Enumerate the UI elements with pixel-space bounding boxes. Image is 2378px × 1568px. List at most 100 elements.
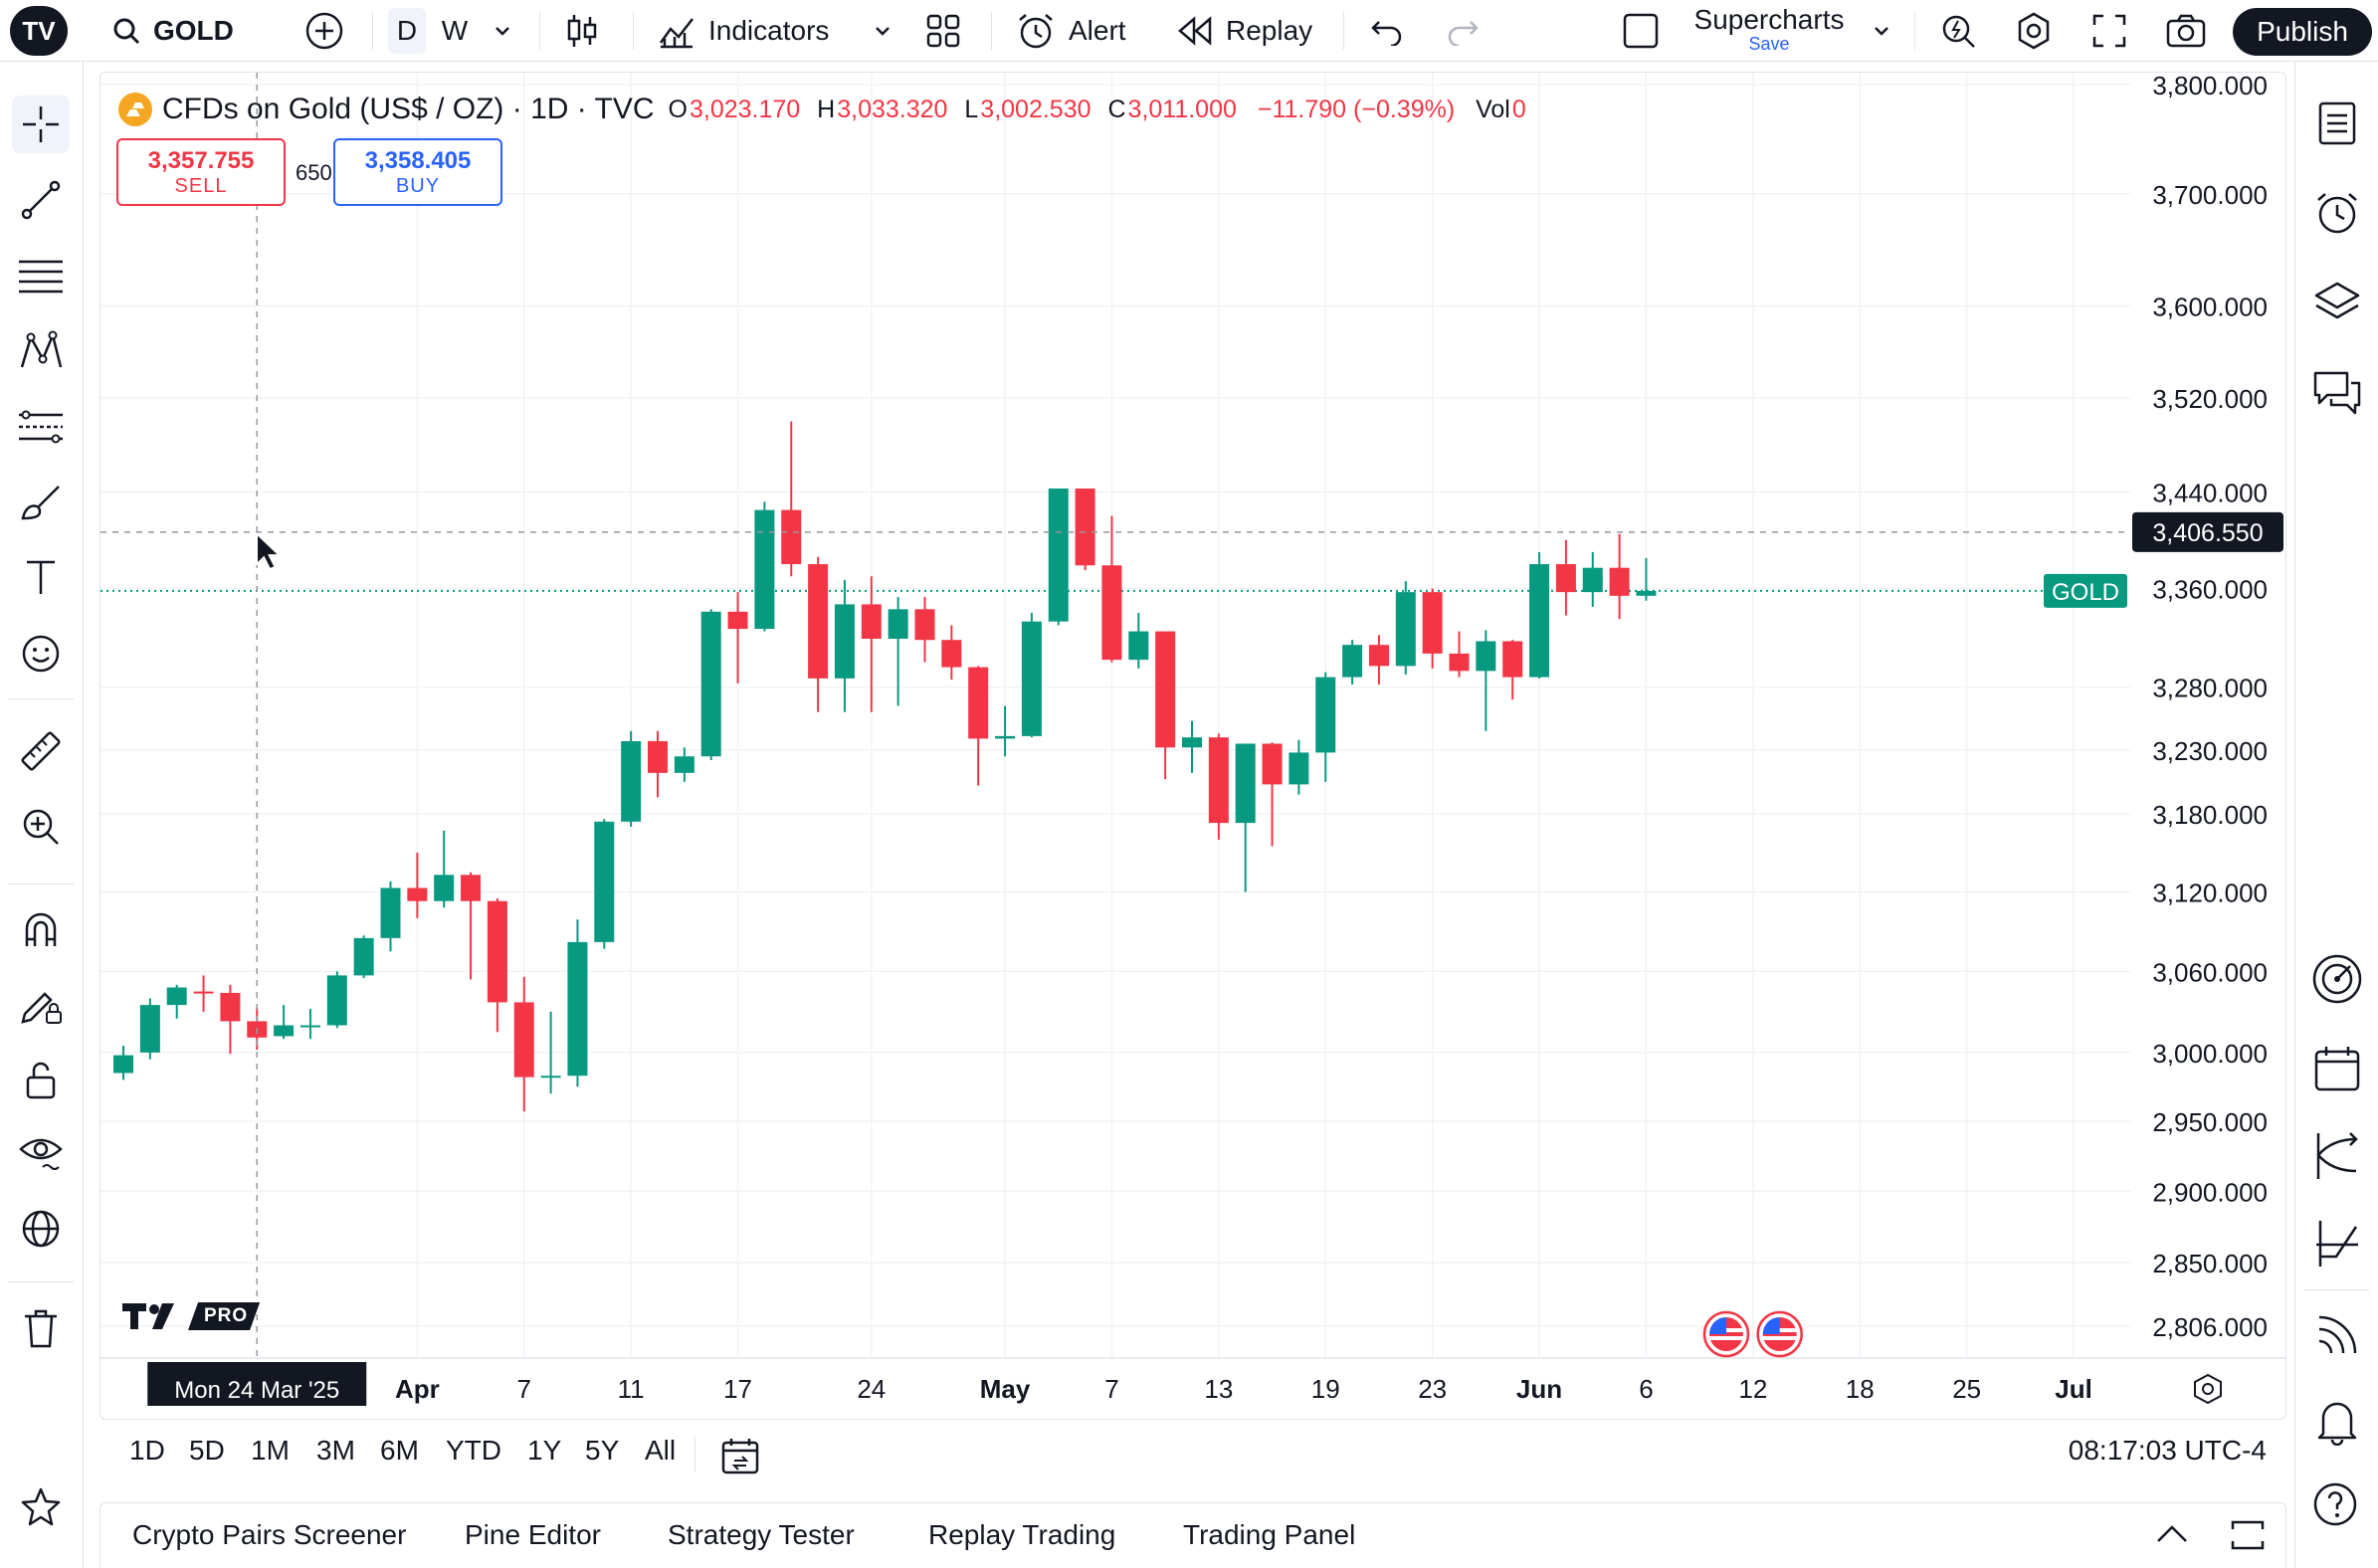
pro-badge: PRO (188, 1302, 261, 1330)
alerts-button[interactable] (2305, 181, 2369, 245)
layout-checkbox[interactable] (1622, 8, 1660, 54)
candle-body (594, 821, 615, 942)
interval-w-button[interactable]: W (441, 15, 469, 46)
notifications-button[interactable] (2305, 1389, 2369, 1453)
candle-body (968, 667, 989, 739)
object-tree-button[interactable] (2305, 271, 2369, 334)
candle-body (461, 875, 482, 901)
candle-body (1609, 567, 1630, 596)
tradingview-logo[interactable]: TV (10, 6, 68, 56)
tab-trading-panel[interactable]: Trading Panel (1183, 1519, 1356, 1550)
economic-event-us-flag-icon[interactable] (1702, 1310, 1750, 1358)
candle-body (648, 740, 668, 773)
candle-body (380, 887, 401, 938)
calendar-button[interactable] (2305, 1037, 2369, 1100)
indicators-icon (659, 18, 694, 49)
symbol-search-button[interactable]: GOLD (111, 8, 234, 54)
snapshot-button[interactable] (2165, 8, 2207, 54)
favorites-tool[interactable] (12, 1478, 70, 1536)
buy-button[interactable]: 3,358.405 BUY (333, 138, 502, 206)
replay-button[interactable]: Replay (1176, 8, 1312, 54)
tab-strategy-tester[interactable]: Strategy Tester (668, 1519, 855, 1550)
pnl-chart-button[interactable] (2305, 1212, 2369, 1275)
interval-dropdown-button[interactable] (492, 8, 513, 54)
candle (1155, 631, 1176, 780)
range-1m-button[interactable]: 1M (251, 1435, 290, 1466)
range-all-button[interactable]: All (645, 1435, 677, 1466)
emoji-tool[interactable] (12, 625, 70, 683)
plus-circle-icon (305, 12, 343, 50)
time-tick-label: 7 (1104, 1374, 1118, 1404)
help-button[interactable] (2305, 1472, 2369, 1536)
measure-tool[interactable] (12, 722, 70, 780)
hide-drawings-tool[interactable] (12, 1124, 70, 1182)
economic-event-us-flag-icon[interactable] (1756, 1310, 1803, 1358)
compare-symbol-button[interactable] (304, 8, 344, 54)
collapse-panel-button[interactable] (2154, 1521, 2190, 1552)
chart-type-button[interactable] (565, 8, 599, 54)
lock-drawings-tool[interactable] (12, 1051, 70, 1108)
range-6m-button[interactable]: 6M (380, 1435, 419, 1466)
fullscreen-button[interactable] (2091, 8, 2127, 54)
range-ytd-button[interactable]: YTD (446, 1435, 501, 1466)
technicals-button[interactable] (2305, 947, 2369, 1011)
magnet-tool[interactable] (12, 901, 70, 959)
candle (914, 597, 935, 663)
quick-search-button[interactable] (1938, 8, 1978, 54)
watchlist-button[interactable] (2305, 92, 2369, 155)
object-tree-tool[interactable] (12, 1200, 70, 1258)
text-tool[interactable] (12, 549, 70, 607)
trend-line-tool[interactable] (12, 171, 70, 229)
tab-pine-editor[interactable]: Pine Editor (465, 1519, 601, 1550)
zoom-in-tool[interactable] (12, 798, 70, 856)
indicators-button[interactable]: Indicators (657, 8, 829, 54)
publish-button[interactable]: Publish (2233, 8, 2372, 56)
time-tick-label: 6 (1639, 1374, 1653, 1404)
data-stream-button[interactable] (2305, 1303, 2369, 1367)
brush-tool[interactable] (12, 474, 70, 531)
range-1y-button[interactable]: 1Y (527, 1435, 562, 1466)
time-axis-settings-icon[interactable] (2194, 1373, 2222, 1405)
goto-date-button[interactable] (720, 1437, 762, 1483)
series-title[interactable]: CFDs on Gold (US$ / OZ) · 1D · TVC (162, 93, 655, 125)
chats-button[interactable] (2305, 360, 2369, 424)
options-button[interactable] (2305, 1124, 2369, 1188)
price-tick-label: 2,806.000 (2152, 1312, 2268, 1342)
redo-button[interactable] (1445, 8, 1481, 54)
layouts-button[interactable] (925, 8, 961, 54)
drawing-mode-tool[interactable] (12, 977, 70, 1035)
low-value: 3,002.530 (980, 95, 1091, 123)
candle-body (1182, 737, 1202, 748)
candle-body (1395, 592, 1416, 667)
tab-crypto-pairs-screener[interactable]: Crypto Pairs Screener (132, 1519, 407, 1550)
trash-icon (25, 1309, 57, 1348)
range-5y-button[interactable]: 5Y (585, 1435, 620, 1466)
crosshair-tool[interactable] (12, 96, 70, 153)
range-3m-button[interactable]: 3M (316, 1435, 355, 1466)
right-sidebar (2294, 62, 2378, 1568)
maximize-panel-button[interactable] (2230, 1519, 2266, 1556)
interval-d-button[interactable]: D (388, 8, 426, 54)
fib-retracement-tool[interactable] (12, 247, 70, 304)
candle-body (941, 640, 962, 668)
square-icon (1623, 13, 1659, 49)
series-legend: CFDs on Gold (US$ / OZ) · 1D · TVC O3,02… (118, 93, 1526, 126)
forecasting-tool[interactable] (12, 398, 70, 456)
settings-button[interactable] (2014, 8, 2054, 54)
tab-replay-trading[interactable]: Replay Trading (928, 1519, 1116, 1550)
mouse-cursor-icon (256, 532, 282, 570)
timezone-clock[interactable]: 08:17:03 UTC-4 (2068, 1435, 2267, 1466)
layout-name-button[interactable]: Supercharts Save (1687, 4, 1851, 60)
alert-button[interactable]: Alert (1015, 8, 1126, 54)
pattern-tool[interactable] (12, 322, 70, 380)
range-1d-button[interactable]: 1D (129, 1435, 165, 1466)
sell-button[interactable]: 3,357.755 SELL (116, 138, 286, 206)
undo-button[interactable] (1369, 8, 1405, 54)
indicators-dropdown-button[interactable] (872, 8, 893, 54)
remove-drawings-tool[interactable] (12, 1299, 70, 1357)
chart-pane[interactable]: 3,800.000 3,700.000 3,600.000 3,520.000 3,44… (99, 72, 2286, 1420)
range-5d-button[interactable]: 5D (189, 1435, 225, 1466)
layout-dropdown-button[interactable] (1871, 8, 1892, 54)
indicators-label: Indicators (708, 15, 830, 46)
price-chart[interactable]: 3,800.000 3,700.000 3,600.000 3,520.000 3,44… (100, 73, 2286, 1420)
